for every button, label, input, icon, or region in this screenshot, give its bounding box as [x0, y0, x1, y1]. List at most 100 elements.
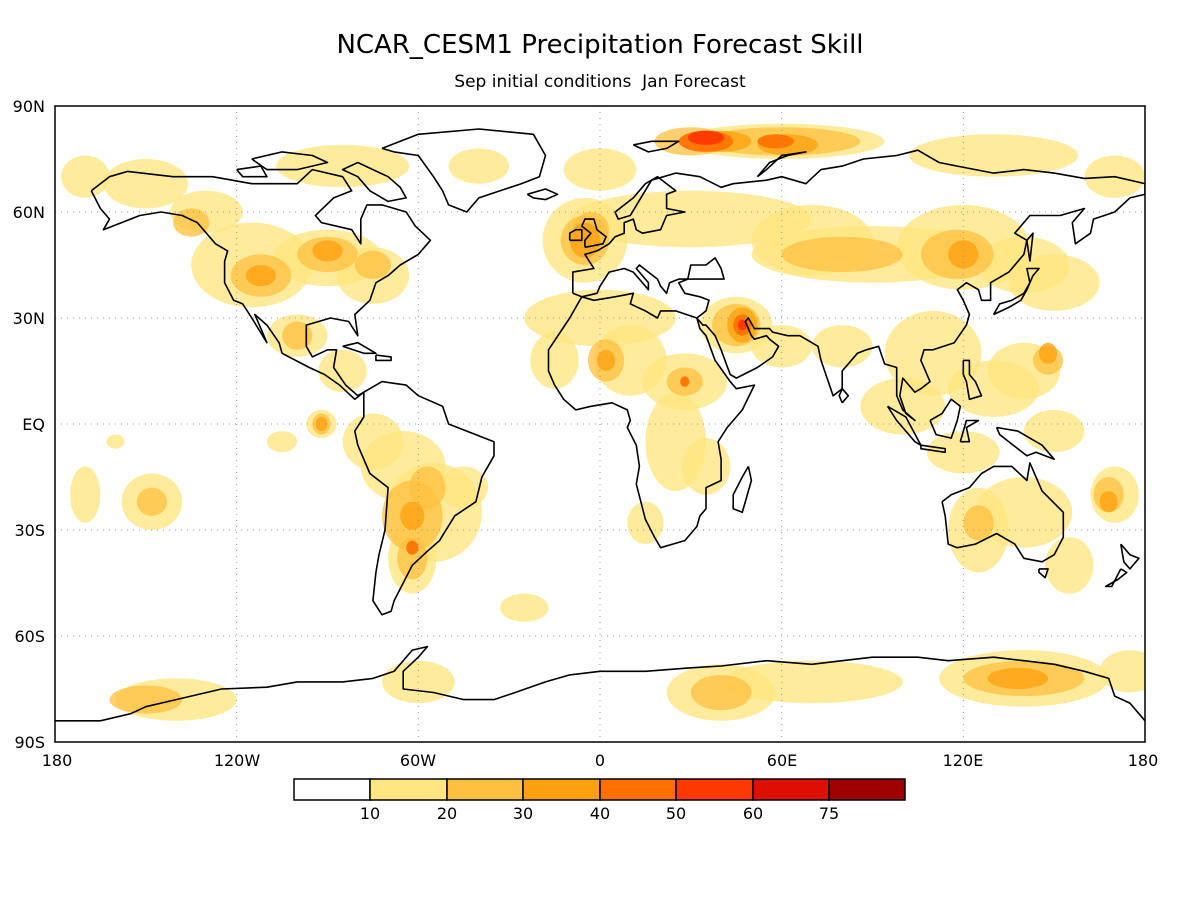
coastline — [236, 165, 268, 178]
lon-label-120e: 120E — [943, 751, 984, 770]
map-title: NCAR_CESM1 Precipitation Forecast Skill — [336, 30, 863, 60]
lat-label-30s: 30S — [14, 521, 45, 540]
colorbar-box-3 — [522, 778, 601, 801]
colorbar-box-2 — [446, 778, 524, 801]
coastline — [342, 341, 377, 355]
lon-axis: 180 120W 60W 0 60E 120E 180 — [42, 751, 1159, 770]
coastline — [962, 359, 983, 401]
coastline — [580, 218, 607, 249]
lon-label-120w: 120W — [214, 751, 261, 770]
skill-patch — [948, 240, 979, 269]
skill-patch — [627, 501, 664, 545]
skill-patch — [963, 505, 994, 541]
colorbar-legend: 10 20 30 40 50 60 75 — [293, 778, 906, 823]
colorbar-box-0 — [293, 778, 371, 801]
skill-patch — [106, 434, 125, 449]
coastline — [920, 444, 947, 454]
skill-patch — [500, 593, 549, 622]
skill-patch — [266, 431, 298, 453]
coastline — [55, 645, 1145, 722]
colorbar-label-20: 20 — [437, 804, 457, 823]
skill-patch — [70, 466, 101, 523]
colorbar-label-40: 40 — [590, 804, 610, 823]
lat-label-60s: 60S — [14, 627, 45, 646]
coastline — [959, 419, 980, 443]
skill-patch — [1039, 342, 1058, 364]
lon-label-60w: 60W — [400, 751, 436, 770]
coastline — [732, 466, 753, 514]
coastline — [1026, 232, 1034, 262]
skill-patch — [690, 674, 752, 711]
coastline — [995, 426, 1055, 461]
colorbar-box-6 — [752, 778, 830, 801]
coastline — [929, 398, 962, 439]
coastline — [381, 128, 547, 213]
skill-patch — [382, 660, 455, 704]
skill-patch — [318, 349, 367, 393]
colorbar-box-7 — [828, 778, 906, 801]
skill-patch — [61, 155, 110, 198]
skill-patch — [1023, 409, 1085, 453]
colorbar-label-60: 60 — [743, 804, 763, 823]
coastline — [375, 354, 392, 362]
coastline — [886, 405, 922, 447]
skill-patch — [1045, 537, 1094, 594]
coastline — [526, 188, 559, 201]
skill-patch — [811, 325, 873, 368]
coastline — [341, 161, 408, 203]
coastline — [90, 168, 432, 401]
skill-patch — [1008, 254, 1100, 311]
skill-patch — [1099, 491, 1118, 513]
coastline — [1104, 568, 1128, 588]
grid-lines — [55, 106, 1145, 742]
skill-patch — [908, 134, 1079, 177]
coastline — [941, 462, 1065, 563]
skill-patch — [975, 476, 1073, 548]
coastline — [353, 380, 495, 616]
skill-patch — [596, 349, 616, 371]
skill-patch — [781, 236, 903, 273]
lon-label-180w: 180 — [42, 751, 73, 770]
coastline — [992, 267, 1040, 316]
coastline — [1120, 543, 1140, 570]
skill-patch — [282, 321, 313, 350]
coastline — [1038, 568, 1049, 579]
lon-label-0: 0 — [595, 751, 605, 770]
skill-patch — [354, 250, 392, 280]
lat-axis: 90N 60N 30N EQ 30S 60S 90S — [13, 97, 45, 752]
lat-label-30n: 30N — [13, 309, 45, 328]
skill-patch — [737, 319, 747, 331]
colorbar-label-30: 30 — [513, 804, 533, 823]
map-frame — [54, 105, 1146, 743]
skill-patch — [987, 667, 1049, 690]
lon-label-180e: 180 — [1128, 751, 1159, 770]
lat-label-eq: EQ — [22, 415, 45, 434]
coastline — [571, 149, 1145, 422]
skill-patch — [409, 466, 446, 509]
skill-patch — [173, 208, 210, 237]
coastline — [547, 292, 756, 549]
colorbar-box-1 — [369, 778, 448, 801]
skill-patch — [406, 540, 419, 555]
skill-patch — [563, 148, 637, 191]
skill-patch — [103, 159, 189, 209]
colorbar-box-5 — [675, 778, 754, 801]
coastline — [632, 140, 680, 153]
skill-patch — [448, 148, 510, 184]
colorbar-box-4 — [599, 778, 677, 801]
skill-patch — [530, 332, 579, 389]
lat-label-90s: 90S — [14, 733, 45, 752]
skill-patch — [439, 466, 488, 509]
coastline — [251, 151, 329, 171]
coastlines — [55, 128, 1145, 722]
skill-patch — [400, 501, 425, 530]
skill-patch — [687, 130, 725, 145]
skill-patch — [136, 487, 168, 516]
colorbar-label-50: 50 — [666, 804, 686, 823]
skill-patch — [312, 240, 343, 262]
skill-patch — [680, 376, 690, 387]
lon-label-60e: 60E — [767, 751, 797, 770]
skill-patch — [1099, 650, 1145, 693]
